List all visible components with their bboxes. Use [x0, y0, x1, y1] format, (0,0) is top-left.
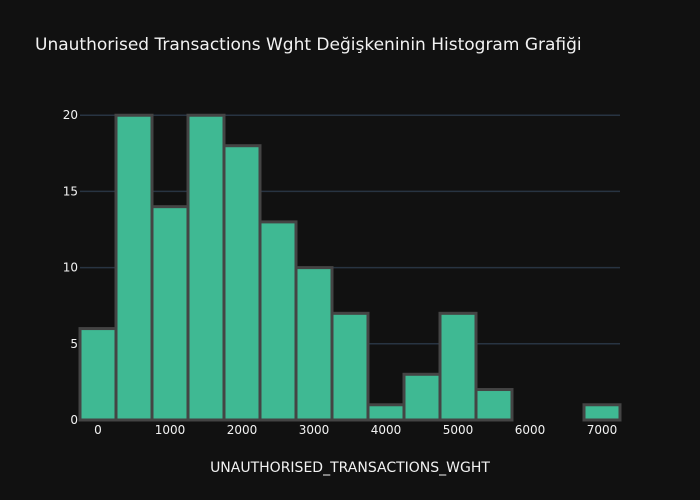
x-tick-label: 3000	[299, 423, 330, 437]
histogram-bar	[258, 220, 298, 422]
histogram-bar	[402, 372, 442, 422]
x-tick-label: 6000	[515, 423, 546, 437]
y-axis-ticks: 0 5 10 15 20	[63, 108, 78, 427]
histogram-bar	[474, 388, 514, 422]
histogram-bar	[150, 205, 190, 422]
x-tick-label: 0	[94, 423, 102, 437]
y-tick-label: 5	[70, 337, 78, 351]
histogram-bar	[366, 403, 406, 422]
x-axis-title: UNAUTHORISED_TRANSACTIONS_WGHT	[210, 460, 490, 476]
histogram-bar	[186, 113, 226, 422]
x-axis-ticks: 0 1000 2000 3000 4000 5000 6000 7000	[94, 423, 617, 437]
x-tick-label: 5000	[443, 423, 474, 437]
y-tick-label: 20	[63, 108, 78, 122]
x-tick-label: 7000	[587, 423, 618, 437]
bars	[78, 113, 622, 422]
histogram-bar	[294, 266, 334, 422]
histogram-bar	[330, 311, 370, 422]
y-tick-label: 15	[63, 184, 78, 198]
histogram-bar	[222, 144, 262, 422]
x-tick-label: 1000	[155, 423, 186, 437]
y-tick-label: 10	[63, 261, 78, 275]
histogram-bar	[114, 113, 154, 422]
histogram-bar	[582, 403, 622, 422]
y-tick-label: 0	[70, 413, 78, 427]
histogram-bar	[438, 311, 478, 422]
x-tick-label: 4000	[371, 423, 402, 437]
histogram-bar	[78, 327, 118, 422]
x-tick-label: 2000	[227, 423, 258, 437]
chart-title: Unauthorised Transactions Wght Değişkeni…	[35, 35, 582, 55]
